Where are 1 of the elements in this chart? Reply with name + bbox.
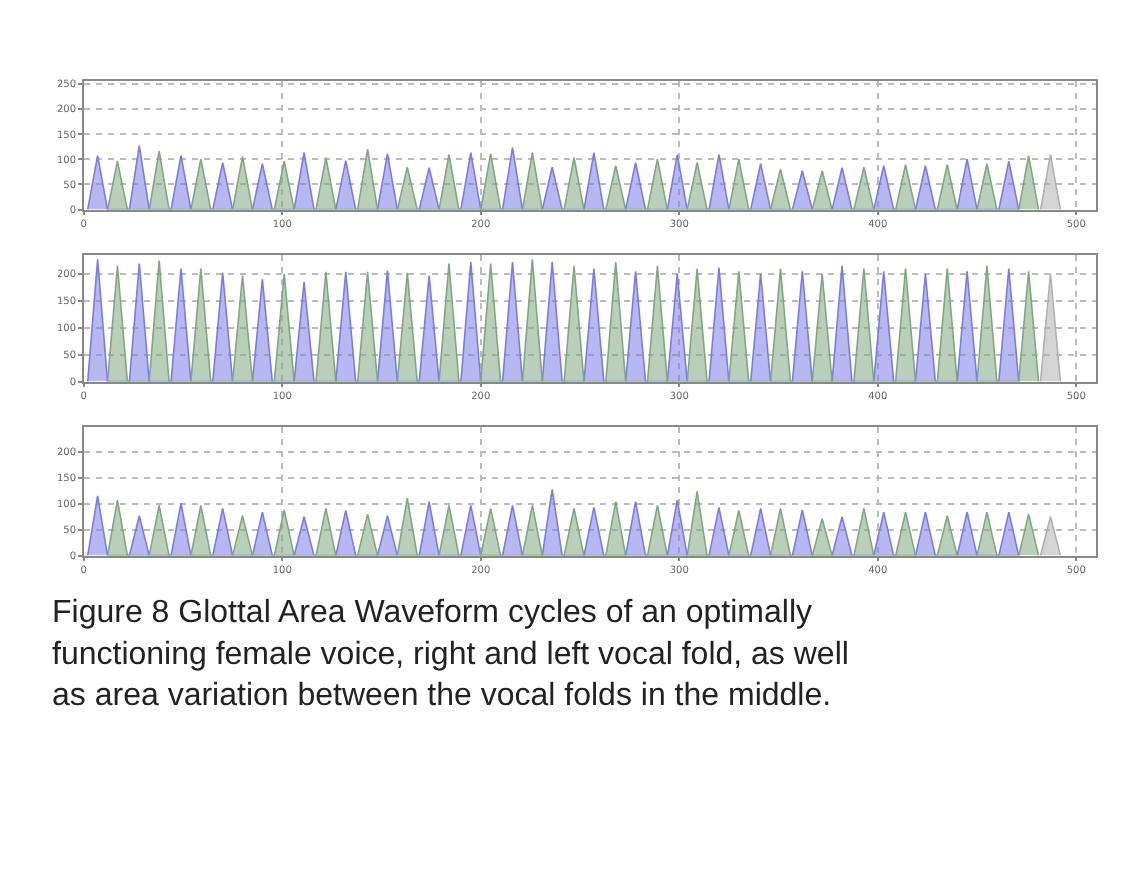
caption: Figure 8 Glottal Area Waveform cycles of an optimally functioning female voice, right and left vocal fold, as well as area variation between the vocal folds in the middle. [52,596,849,714]
